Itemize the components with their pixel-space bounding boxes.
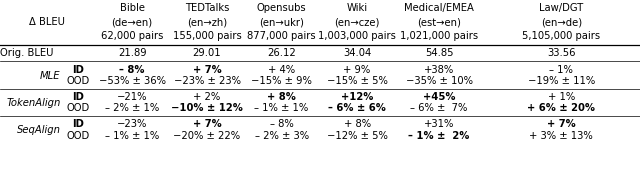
Text: 33.56: 33.56 <box>547 49 575 58</box>
Text: −53% ± 36%: −53% ± 36% <box>99 76 166 86</box>
Text: ID: ID <box>72 119 84 129</box>
Text: −19% ± 11%: −19% ± 11% <box>527 76 595 86</box>
Text: 34.04: 34.04 <box>343 49 371 58</box>
Text: Medical/EMEA: Medical/EMEA <box>404 3 474 13</box>
Text: + 8%: + 8% <box>344 119 371 129</box>
Text: 54.85: 54.85 <box>425 49 453 58</box>
Text: ID: ID <box>72 92 84 102</box>
Text: – 1% ± 1%: – 1% ± 1% <box>255 103 308 113</box>
Text: −20% ± 22%: −20% ± 22% <box>173 131 241 141</box>
Text: (en→ukr): (en→ukr) <box>259 17 304 27</box>
Text: – 2% ± 1%: – 2% ± 1% <box>105 103 159 113</box>
Text: Opensubs: Opensubs <box>257 3 307 13</box>
Text: + 7%: + 7% <box>193 65 221 75</box>
Text: Law/DGT: Law/DGT <box>539 3 584 13</box>
Text: – 1% ± 1%: – 1% ± 1% <box>105 131 159 141</box>
Text: + 7%: + 7% <box>547 119 575 129</box>
Text: 877,000 pairs: 877,000 pairs <box>247 31 316 41</box>
Text: −21%: −21% <box>117 92 147 102</box>
Text: 29.01: 29.01 <box>193 49 221 58</box>
Text: – 8%: – 8% <box>269 119 294 129</box>
Text: Orig. BLEU: Orig. BLEU <box>0 49 54 58</box>
Text: + 4%: + 4% <box>268 65 295 75</box>
Text: OOD: OOD <box>66 103 90 113</box>
Text: + 3% ± 13%: + 3% ± 13% <box>529 131 593 141</box>
Text: OOD: OOD <box>66 76 90 86</box>
Text: MLE: MLE <box>40 71 61 80</box>
Text: Wiki: Wiki <box>346 3 368 13</box>
Text: TokenAlign: TokenAlign <box>6 98 61 108</box>
Text: (en→zh): (en→zh) <box>187 17 227 27</box>
Text: +38%: +38% <box>424 65 454 75</box>
Text: 21.89: 21.89 <box>118 49 147 58</box>
Text: ID: ID <box>72 65 84 75</box>
Text: + 1%: + 1% <box>548 92 575 102</box>
Text: −15% ± 9%: −15% ± 9% <box>251 76 312 86</box>
Text: OOD: OOD <box>66 131 90 141</box>
Text: Δ BLEU: Δ BLEU <box>29 17 65 27</box>
Text: +45%: +45% <box>423 92 455 102</box>
Text: 1,021,000 pairs: 1,021,000 pairs <box>400 31 478 41</box>
Text: – 6% ±  7%: – 6% ± 7% <box>410 103 468 113</box>
Text: −12% ± 5%: −12% ± 5% <box>326 131 388 141</box>
Text: −10% ± 12%: −10% ± 12% <box>171 103 243 113</box>
Text: 1,003,000 pairs: 1,003,000 pairs <box>318 31 396 41</box>
Text: – 2% ± 3%: – 2% ± 3% <box>255 131 308 141</box>
Text: 155,000 pairs: 155,000 pairs <box>173 31 241 41</box>
Text: −23%: −23% <box>117 119 147 129</box>
Text: + 8%: + 8% <box>267 92 296 102</box>
Text: 26.12: 26.12 <box>268 49 296 58</box>
Text: + 7%: + 7% <box>193 119 221 129</box>
Text: SeqAlign: SeqAlign <box>17 125 61 135</box>
Text: (est→en): (est→en) <box>417 17 461 27</box>
Text: + 2%: + 2% <box>193 92 221 102</box>
Text: (en→cze): (en→cze) <box>335 17 380 27</box>
Text: – 6% ± 6%: – 6% ± 6% <box>328 103 386 113</box>
Text: TEDTalks: TEDTalks <box>185 3 229 13</box>
Text: (en→de): (en→de) <box>541 17 582 27</box>
Text: +12%: +12% <box>341 92 373 102</box>
Text: −35% ± 10%: −35% ± 10% <box>406 76 472 86</box>
Text: – 1%: – 1% <box>549 65 573 75</box>
Text: (de→en): (de→en) <box>111 17 153 27</box>
Text: −15% ± 5%: −15% ± 5% <box>326 76 388 86</box>
Text: Bible: Bible <box>120 3 145 13</box>
Text: + 9%: + 9% <box>344 65 371 75</box>
Text: – 8%: – 8% <box>120 65 145 75</box>
Text: 5,105,000 pairs: 5,105,000 pairs <box>522 31 600 41</box>
Text: – 1% ±  2%: – 1% ± 2% <box>408 131 470 141</box>
Text: +31%: +31% <box>424 119 454 129</box>
Text: −23% ± 23%: −23% ± 23% <box>173 76 241 86</box>
Text: 62,000 pairs: 62,000 pairs <box>101 31 163 41</box>
Text: + 6% ± 20%: + 6% ± 20% <box>527 103 595 113</box>
